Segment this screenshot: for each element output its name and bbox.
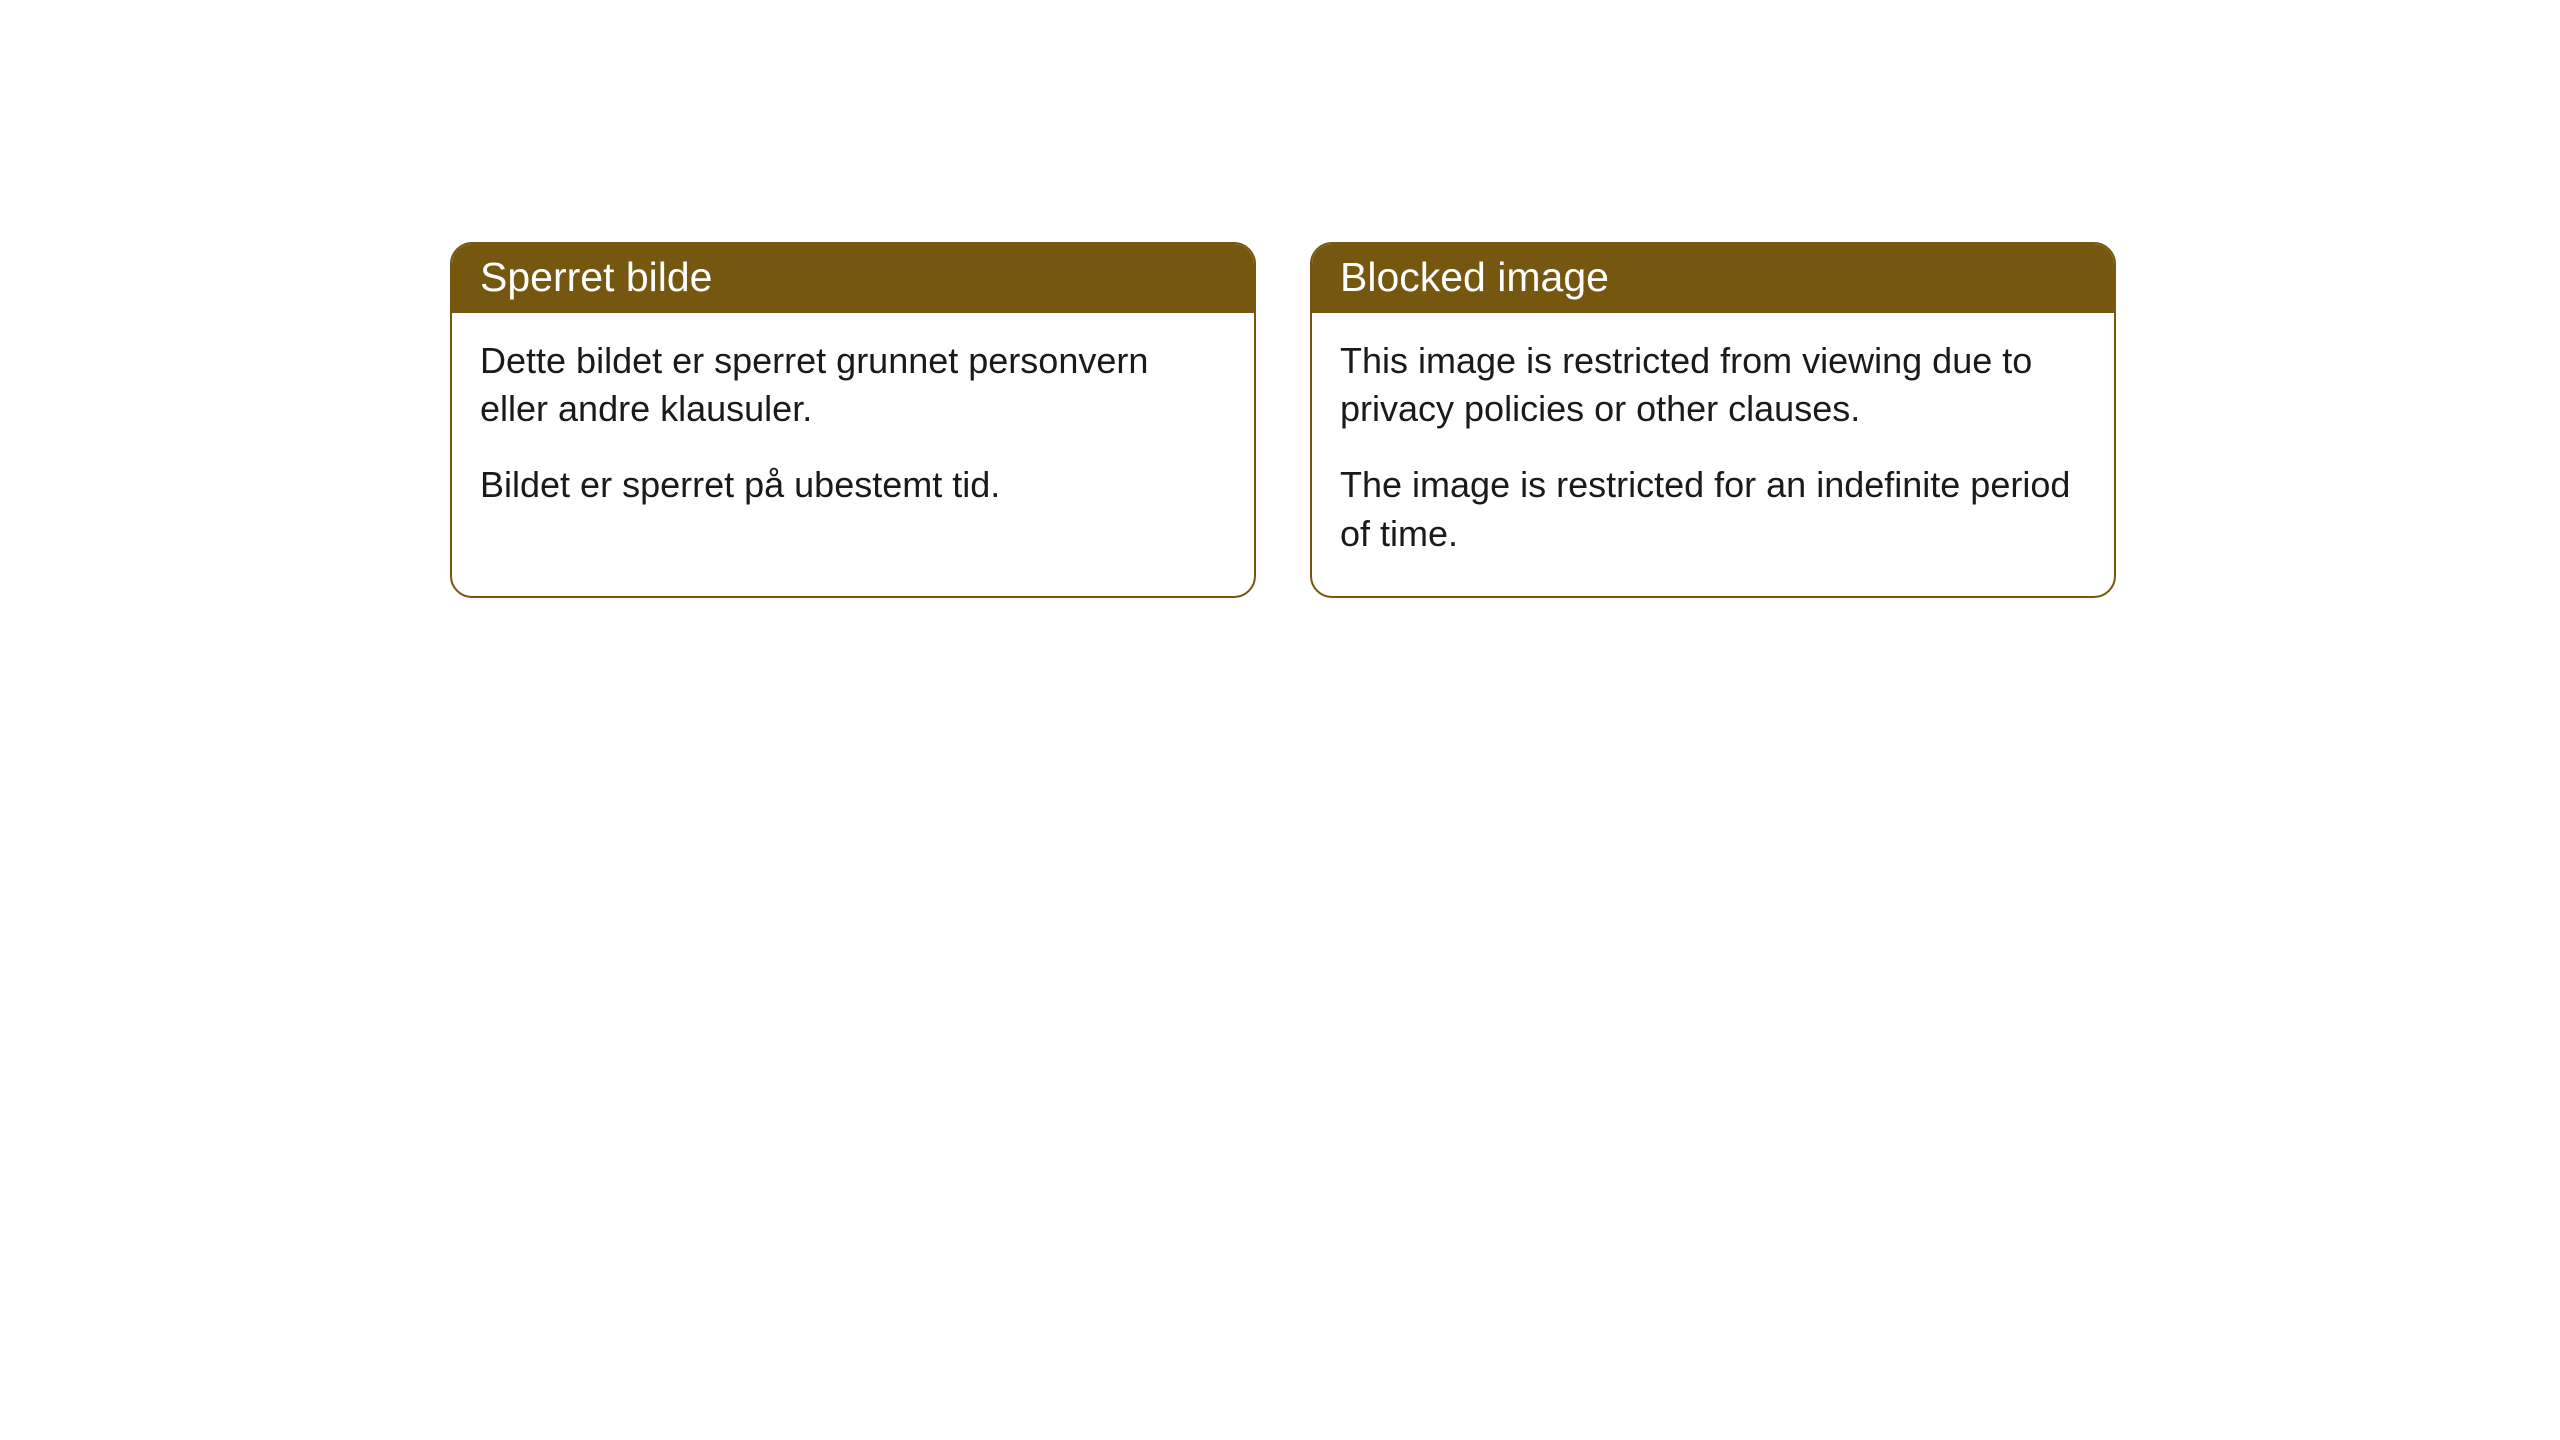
card-paragraph: Bildet er sperret på ubestemt tid. (480, 461, 1226, 509)
card-body-no: Dette bildet er sperret grunnet personve… (452, 313, 1254, 548)
blocked-image-card-no: Sperret bilde Dette bildet er sperret gr… (450, 242, 1256, 598)
notice-cards-container: Sperret bilde Dette bildet er sperret gr… (450, 242, 2116, 598)
card-header-no: Sperret bilde (452, 244, 1254, 313)
card-paragraph: This image is restricted from viewing du… (1340, 337, 2086, 433)
blocked-image-card-en: Blocked image This image is restricted f… (1310, 242, 2116, 598)
card-paragraph: The image is restricted for an indefinit… (1340, 461, 2086, 557)
card-header-en: Blocked image (1312, 244, 2114, 313)
card-paragraph: Dette bildet er sperret grunnet personve… (480, 337, 1226, 433)
card-body-en: This image is restricted from viewing du… (1312, 313, 2114, 596)
